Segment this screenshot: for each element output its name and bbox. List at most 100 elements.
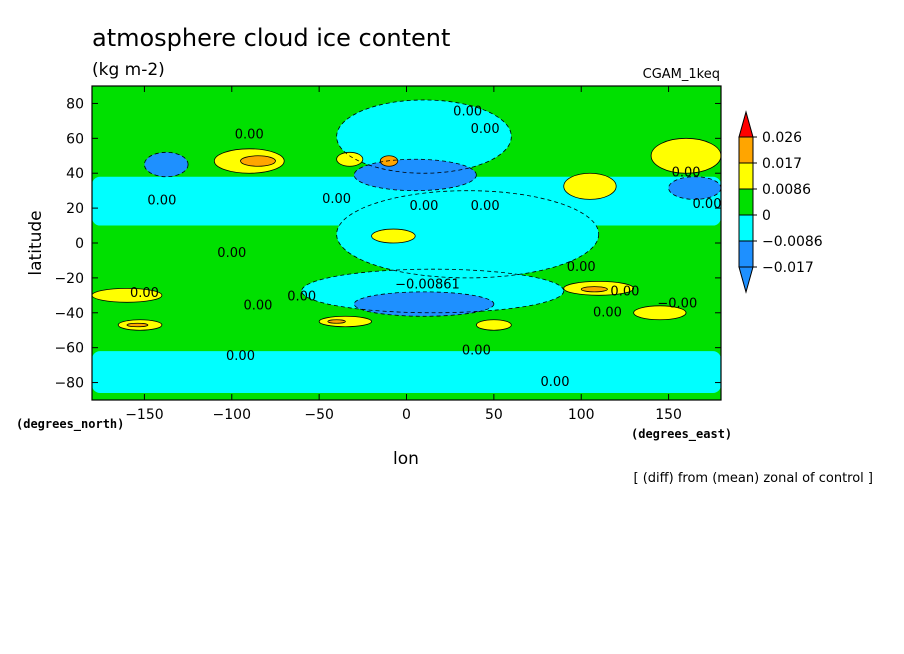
region-cyan-1 bbox=[92, 351, 721, 394]
contour-label-1: 0.00 bbox=[471, 122, 500, 137]
y-tick-label: −20 bbox=[54, 271, 84, 287]
region-blue-6 bbox=[354, 159, 477, 191]
y-tick-label: −40 bbox=[54, 306, 84, 322]
contour-line-24 bbox=[633, 305, 687, 321]
y-tick-label: 40 bbox=[66, 166, 84, 182]
colorbar-label: 0 bbox=[762, 208, 771, 224]
region-orange-18 bbox=[126, 323, 148, 327]
contour-label-19: −0.00861 bbox=[395, 277, 460, 292]
contour-line-17 bbox=[117, 319, 163, 331]
colorbar-box bbox=[738, 162, 754, 190]
contour-label-8: 0.00 bbox=[693, 197, 722, 212]
colorbar: 0.026 0.017 0.0086 0 −0.0086 −0.017 bbox=[738, 110, 823, 294]
x-axis-label: lon bbox=[393, 449, 419, 469]
contour-line-7 bbox=[668, 176, 721, 200]
x-tick-label: −150 bbox=[125, 407, 163, 423]
contour-lines bbox=[92, 99, 721, 331]
contour-line-21 bbox=[563, 280, 635, 296]
chart-title: atmosphere cloud ice content bbox=[92, 24, 450, 52]
x-tick-label: 0 bbox=[402, 407, 411, 423]
y-tick-label: 80 bbox=[66, 96, 84, 112]
x-tick-label: −100 bbox=[213, 407, 251, 423]
contour-line-23 bbox=[475, 319, 512, 331]
contour-line-11 bbox=[336, 151, 364, 167]
colorbar-box bbox=[738, 214, 754, 242]
colorbar-box bbox=[738, 188, 754, 216]
region-orange-22 bbox=[581, 286, 608, 292]
contour-label-10: 0.00 bbox=[130, 286, 159, 301]
contour-line-6 bbox=[353, 158, 477, 192]
contour-line-22 bbox=[580, 286, 608, 293]
region-yellow-16 bbox=[92, 288, 162, 303]
x-tick-label: 50 bbox=[485, 407, 503, 423]
x-tick-label: −50 bbox=[304, 407, 334, 423]
contour-label-6: 0.00 bbox=[471, 199, 500, 214]
x-units-label: (degrees_east) bbox=[631, 427, 732, 442]
contour-label-4: 0.00 bbox=[322, 192, 351, 207]
shaded-regions bbox=[92, 99, 721, 394]
colorbar-over-triangle bbox=[738, 110, 754, 138]
colorbar-label: 0.026 bbox=[762, 130, 802, 146]
region-blue-5 bbox=[144, 152, 189, 177]
colorbar-label: 0.017 bbox=[762, 156, 802, 172]
y-tick-label: −80 bbox=[54, 376, 84, 392]
contour-line-5 bbox=[144, 151, 189, 178]
region-orange-20 bbox=[327, 319, 346, 324]
colorbar-box bbox=[738, 136, 754, 164]
y-axis-ticks: 80 60 40 20 0 −20 −40 −60 −80 bbox=[54, 96, 721, 392]
colorbar-under-triangle bbox=[738, 266, 754, 294]
contour-line-20 bbox=[327, 319, 346, 324]
region-yellow-11 bbox=[336, 152, 363, 167]
contour-label-11: 0.00 bbox=[287, 290, 316, 305]
contour-label-15: 0.00 bbox=[244, 298, 273, 313]
plot-area: 0.00 0.00 0.00 0.00 0.00 0.00 0.00 0.00 0.00 0.00… bbox=[92, 86, 721, 400]
y-tick-label: −60 bbox=[54, 341, 84, 357]
x-tick-label: 150 bbox=[655, 407, 682, 423]
region-cyan-3 bbox=[336, 190, 599, 278]
contour-label-14: 0.00 bbox=[593, 305, 622, 320]
colorbar-label: 0.0086 bbox=[762, 182, 811, 198]
contour-line-2 bbox=[301, 268, 565, 314]
y-tick-label: 20 bbox=[66, 201, 84, 217]
contour-line-19 bbox=[318, 315, 372, 328]
contour-label-17: 0.00 bbox=[462, 344, 491, 359]
contour-label-20: −0.00 bbox=[657, 297, 697, 312]
contour-line-15 bbox=[371, 228, 416, 244]
contour-label-0: 0.00 bbox=[453, 105, 482, 120]
contour-label-2: 0.00 bbox=[235, 127, 264, 142]
y-units-label: (degrees_north) bbox=[16, 417, 124, 432]
contour-line-18 bbox=[126, 322, 149, 328]
contour-line-16 bbox=[92, 287, 163, 303]
contour-line-12 bbox=[379, 155, 399, 167]
colorbar-label: −0.017 bbox=[762, 260, 814, 276]
contour-label-7: 0.00 bbox=[672, 166, 701, 181]
contour-line-8 bbox=[353, 291, 495, 317]
colorbar-label: −0.0086 bbox=[762, 234, 823, 250]
region-blue-8 bbox=[354, 291, 494, 317]
contour-line-10 bbox=[240, 155, 276, 167]
region-yellow-14 bbox=[651, 138, 721, 174]
region-yellow-15 bbox=[371, 229, 416, 243]
contour-line-4 bbox=[336, 99, 512, 174]
contour-line-9 bbox=[213, 148, 285, 174]
contour-line-3 bbox=[336, 190, 600, 279]
region-yellow-13 bbox=[563, 173, 617, 200]
region-yellow-23 bbox=[476, 319, 512, 331]
contour-label-13: 0.00 bbox=[610, 284, 639, 299]
contour-label-18: 0.00 bbox=[541, 375, 570, 390]
region-blue-7 bbox=[668, 176, 721, 200]
region-orange-10 bbox=[240, 155, 276, 167]
contour-label-16: 0.00 bbox=[226, 349, 255, 364]
x-axis-ticks: −150 −100 −50 0 50 100 150 bbox=[125, 86, 682, 423]
y-tick-label: 0 bbox=[75, 236, 84, 252]
x-tick-label: 100 bbox=[568, 407, 595, 423]
chart-units: (kg m-2) bbox=[92, 60, 165, 80]
contour-label-9: 0.00 bbox=[217, 246, 246, 261]
y-axis-label: latitude bbox=[26, 210, 46, 275]
contour-label-12: 0.00 bbox=[567, 260, 596, 275]
contour-label-5: 0.00 bbox=[409, 199, 438, 214]
y-tick-label: 60 bbox=[66, 131, 84, 147]
contour-label-3: 0.00 bbox=[147, 194, 176, 209]
contour-labels: 0.00 0.00 0.00 0.00 0.00 0.00 0.00 0.00 0.00 0.00… bbox=[130, 105, 722, 390]
